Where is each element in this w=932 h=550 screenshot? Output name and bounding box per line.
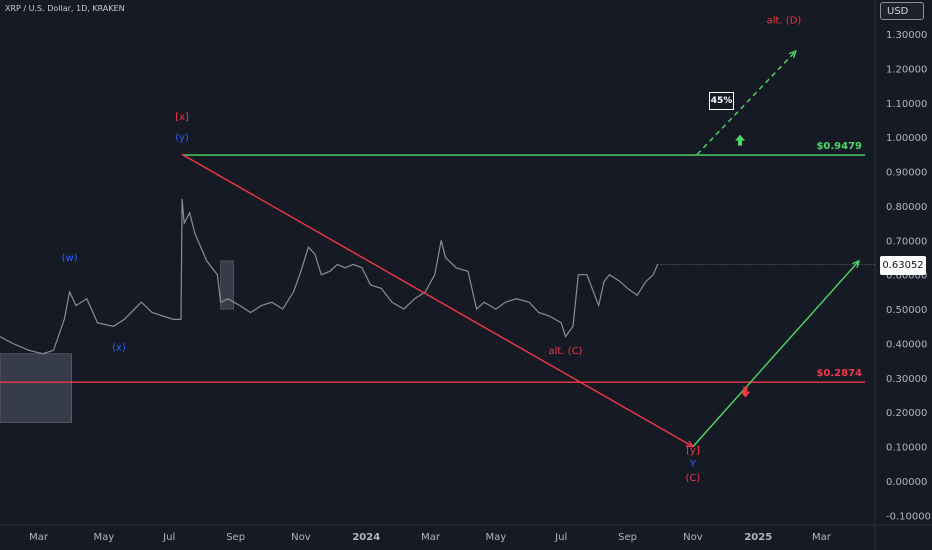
y-tick-label: 0.00000 [886, 477, 927, 488]
x-tick-label: Mar [421, 532, 441, 543]
projection-arrowhead [788, 50, 797, 59]
y-tick-label: 0.90000 [886, 168, 927, 179]
y-tick-label: 0.40000 [886, 339, 927, 350]
y-tick-label: 0.30000 [886, 374, 927, 385]
y-tick-label: 0.60000 [886, 271, 927, 282]
y-tick-label: 1.10000 [886, 99, 927, 110]
up-arrow-icon [735, 134, 746, 146]
trendline-arrowhead [685, 440, 695, 448]
shaded-zone [220, 260, 234, 310]
resistance-label: $0.9479 [816, 141, 862, 152]
currency-button[interactable]: USD [880, 2, 924, 20]
y-tick-label: 0.10000 [886, 443, 927, 454]
y-tick-label: 0.70000 [886, 236, 927, 247]
y-tick-label: 1.00000 [886, 133, 927, 144]
x-tick-label: 2025 [744, 532, 772, 543]
wave-label: alt. (D) [767, 16, 802, 27]
percent-annotation: 45% [709, 92, 734, 110]
projection-solid [692, 260, 860, 448]
y-tick-label: 1.20000 [886, 64, 927, 75]
y-tick-label: 0.80000 [886, 202, 927, 213]
x-tick-label: Sep [618, 532, 637, 543]
x-tick-label: Nov [291, 532, 311, 543]
wave-label: (w) [62, 253, 78, 264]
y-tick-label: 0.50000 [886, 305, 927, 316]
wave-label: (x) [112, 342, 126, 353]
x-tick-label: 2024 [352, 532, 380, 543]
wave-label: (C) [686, 473, 701, 484]
y-tick-label: 1.30000 [886, 30, 927, 41]
projection-dashed [696, 50, 797, 155]
symbol-title: XRP / U.S. Dollar, 1D, KRAKEN [5, 4, 125, 13]
trendline [181, 153, 694, 448]
wave-label: (y) [175, 133, 189, 144]
price-series-line [0, 198, 659, 355]
x-tick-label: Jul [162, 532, 175, 543]
y-tick-label: 0.20000 [886, 408, 927, 419]
down-arrow-icon [740, 386, 751, 398]
wave-label: alt. (C) [548, 346, 582, 357]
x-tick-label: Nov [683, 532, 703, 543]
support-label: $0.2874 [816, 368, 862, 379]
y-tick-label: -0.10000 [886, 511, 931, 522]
wave-label: [y] [686, 445, 700, 456]
wave-label: [x] [175, 112, 189, 123]
shaded-zone [0, 353, 73, 423]
x-tick-label: Mar [29, 532, 49, 543]
x-tick-label: Sep [226, 532, 245, 543]
x-tick-label: Mar [812, 532, 832, 543]
x-tick-label: Jul [554, 532, 567, 543]
x-tick-label: May [94, 532, 115, 543]
projection-arrowhead [852, 259, 861, 268]
x-tick-label: May [486, 532, 507, 543]
last-price-label: 0.63052 [880, 256, 926, 275]
wave-label: Y [689, 459, 697, 470]
